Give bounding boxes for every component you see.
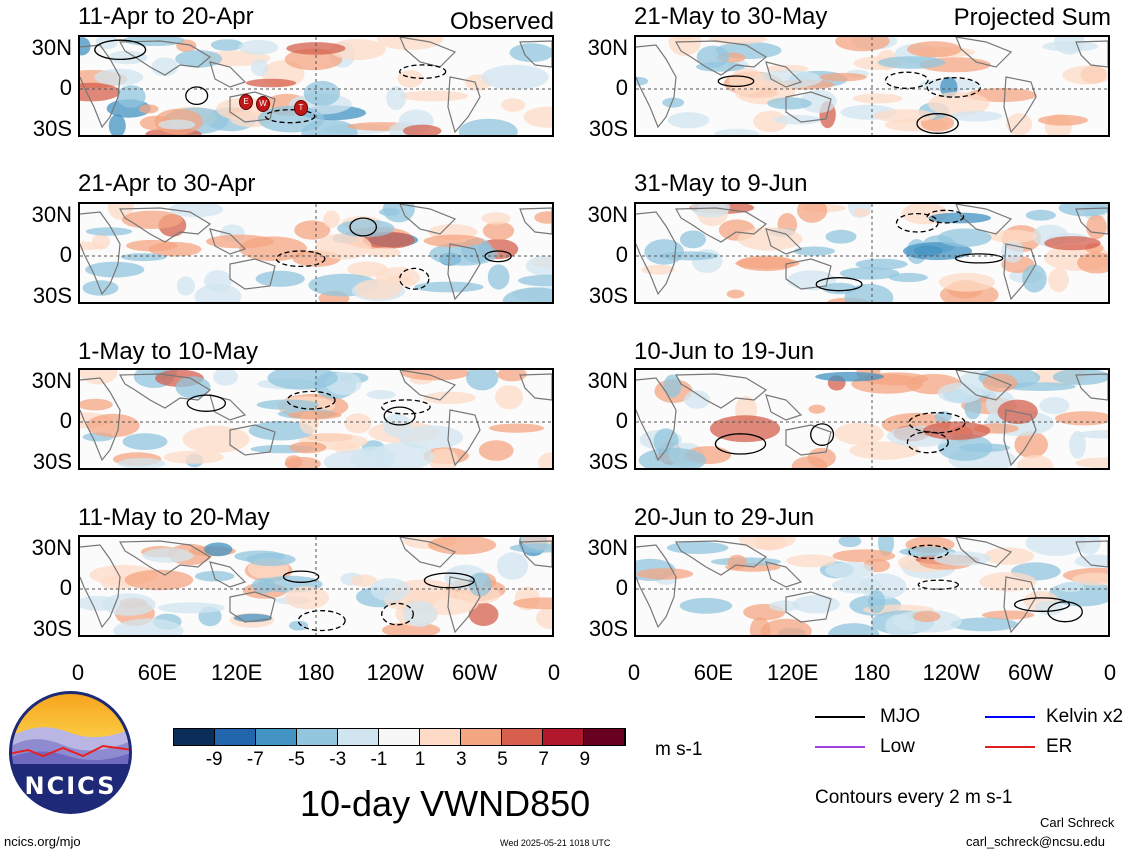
logo-text: NCICS: [24, 772, 117, 800]
colorbar-swatch: [256, 729, 297, 745]
colorbar-tick-label: -9: [205, 749, 223, 770]
colorbar-swatch: [379, 729, 420, 745]
projected-panel-title-4: 20-Jun to 29-Jun: [634, 504, 815, 531]
observed-header: Observed: [449, 8, 554, 35]
projected-map-panel-2: [634, 202, 1110, 304]
projected-lat-label: 0: [615, 575, 628, 600]
colorbar-swatch: [502, 729, 543, 745]
observed-lon-label: 60E: [137, 660, 177, 685]
projected-lat-label: 30N: [587, 535, 628, 560]
observed-map-panel-2: [78, 202, 554, 304]
observed-lon-label: 0: [547, 660, 561, 685]
observed-lat-label: 30S: [32, 449, 72, 474]
observed-lat-label: 0: [59, 75, 72, 100]
observed-lat-label: 30N: [31, 202, 72, 227]
mjo-legend-label: MJO: [880, 706, 921, 727]
projected-panel-title-2: 31-May to 9-Jun: [634, 170, 808, 197]
colorbar-swatch: [461, 729, 502, 745]
colorbar-swatch: [215, 729, 256, 745]
projected-lat-label: 30S: [588, 449, 628, 474]
contours-note: Contours every 2 m s-1: [815, 787, 1013, 808]
projected-lat-label: 30S: [588, 116, 628, 141]
projected-lon-label: 0: [627, 660, 641, 685]
projected-lat-label: 0: [615, 75, 628, 100]
footer-url[interactable]: ncics.org/mjo: [4, 834, 81, 849]
low-legend-label: Low: [880, 736, 915, 757]
projected-map-panel-4: [634, 535, 1110, 637]
projected-lon-label: 60W: [1008, 660, 1054, 685]
colorbar-tick-label: 3: [455, 749, 467, 770]
projected-lon-label: 120W: [922, 660, 981, 685]
footer-timestamp: Wed 2025-05-21 1018 UTC: [500, 838, 611, 848]
observed-lon-label: 0: [71, 660, 85, 685]
storm-marker: T: [294, 100, 308, 116]
low-legend-line: [815, 746, 865, 748]
projected-lat-label: 30N: [587, 368, 628, 393]
observed-map-panel-4: [78, 535, 554, 637]
projected-lat-label: 30N: [587, 202, 628, 227]
projected-lat-label: 0: [615, 242, 628, 267]
footer-email[interactable]: carl_schreck@ncsu.edu: [966, 834, 1105, 849]
colorbar-swatch: [297, 729, 338, 745]
colorbar: [173, 728, 626, 746]
observed-lat-label: 30S: [32, 283, 72, 308]
kelvin-legend-label: Kelvin x2: [1046, 706, 1124, 727]
colorbar-tick-label: -1: [370, 749, 388, 770]
colorbar-swatch: [174, 729, 215, 745]
colorbar-tick-label: 1: [414, 749, 426, 770]
observed-lon-label: 120E: [210, 660, 263, 685]
observed-lon-label: 60W: [452, 660, 498, 685]
er-legend-line: [985, 746, 1035, 748]
observed-lat-label: 30N: [31, 368, 72, 393]
projected-lat-label: 0: [615, 408, 628, 433]
observed-lat-label: 0: [59, 242, 72, 267]
colorbar-swatch: [420, 729, 461, 745]
colorbar-tick-label: 5: [497, 749, 508, 770]
observed-lon-label: 180: [297, 660, 335, 685]
observed-panel-title-2: 21-Apr to 30-Apr: [78, 170, 256, 197]
observed-panel-title-4: 11-May to 20-May: [78, 504, 270, 531]
projected-lon-label: 180: [853, 660, 891, 685]
storm-marker: E: [239, 94, 253, 110]
projected-map-panel-3: [634, 368, 1110, 470]
projected-lon-label: 0: [1103, 660, 1117, 685]
storm-marker: W: [256, 96, 270, 112]
projected-header: Projected Sum: [953, 4, 1111, 31]
observed-lat-label: 30N: [31, 535, 72, 560]
er-legend-label: ER: [1046, 736, 1073, 757]
projected-lat-label: 30S: [588, 283, 628, 308]
observed-lat-label: 30N: [31, 35, 72, 60]
projected-lon-label: 60E: [693, 660, 733, 685]
colorbar-swatch: [543, 729, 584, 745]
observed-lat-label: 0: [59, 408, 72, 433]
projected-panel-title-1: 21-May to 30-May: [634, 3, 828, 30]
mjo-legend-line: [815, 716, 865, 718]
colorbar-tick-label: 7: [538, 749, 549, 770]
colorbar-swatch: [338, 729, 379, 745]
footer-author: Carl Schreck: [1040, 815, 1115, 830]
main-title: 10-day VWND850: [300, 783, 591, 824]
observed-map-panel-3: [78, 368, 554, 470]
colorbar-tick-label: -7: [246, 749, 264, 770]
observed-lat-label: 30S: [32, 116, 72, 141]
ncics-logo: NCICS: [8, 690, 133, 815]
kelvin-legend-line: [985, 716, 1035, 718]
projected-lon-label: 120E: [766, 660, 819, 685]
colorbar-tick-label: -3: [329, 749, 347, 770]
observed-panel-title-1: 11-Apr to 20-Apr: [78, 3, 254, 30]
observed-lat-label: 0: [59, 575, 72, 600]
projected-panel-title-3: 10-Jun to 19-Jun: [634, 338, 815, 365]
observed-lat-label: 30S: [32, 616, 72, 641]
projected-map-panel-1: [634, 35, 1110, 137]
colorbar-tick-label: 9: [579, 749, 591, 770]
colorbar-units: m s-1: [655, 739, 703, 760]
colorbar-swatch: [584, 729, 625, 745]
observed-panel-title-3: 1-May to 10-May: [78, 338, 259, 365]
observed-map-panel-1: [78, 35, 554, 137]
projected-lat-label: 30N: [587, 35, 628, 60]
colorbar-tick-label: -5: [288, 749, 305, 770]
observed-lon-label: 120W: [366, 660, 425, 685]
projected-lat-label: 30S: [588, 616, 628, 641]
